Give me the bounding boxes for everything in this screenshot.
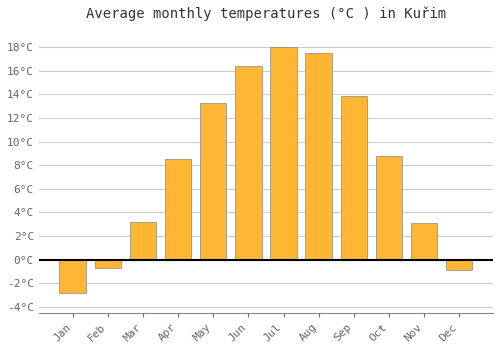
Bar [340, 96, 367, 260]
Bar [60, 260, 86, 293]
Title: Average monthly temperatures (°C ) in Kuřim: Average monthly temperatures (°C ) in Ku… [86, 7, 446, 21]
Bar [270, 47, 296, 260]
Bar [306, 53, 332, 260]
Bar [446, 260, 472, 270]
Bar [235, 66, 262, 260]
Bar [376, 156, 402, 260]
Bar [200, 103, 226, 260]
Bar [165, 159, 191, 260]
Bar [94, 260, 121, 268]
Bar [130, 222, 156, 260]
Bar [411, 223, 438, 260]
